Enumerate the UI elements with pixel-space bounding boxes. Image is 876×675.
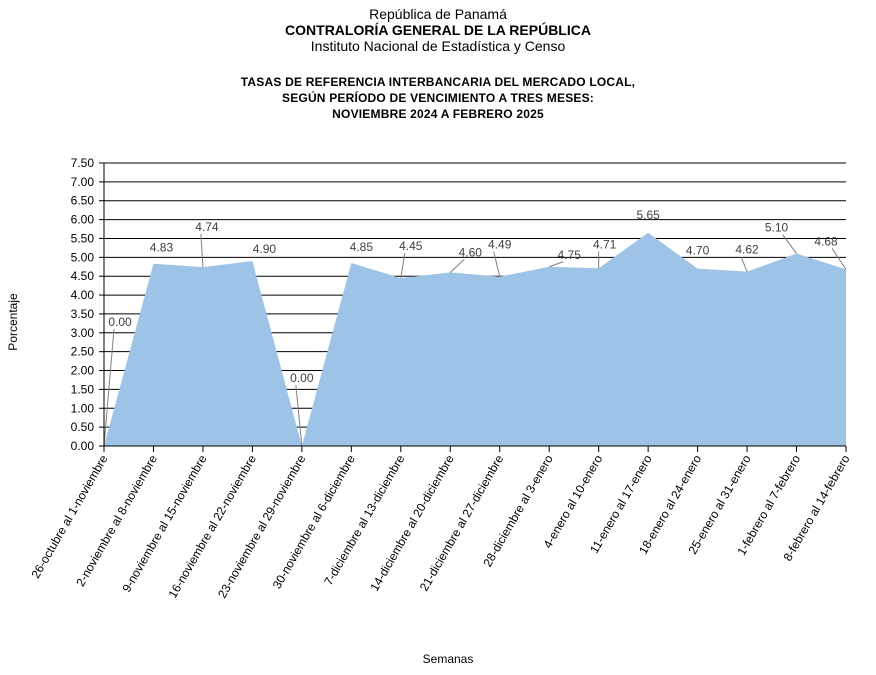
organization-heading: CONTRALORÍA GENERAL DE LA REPÚBLICA	[285, 22, 591, 38]
data-label: 4.62	[735, 243, 759, 257]
data-label: 4.68	[814, 234, 838, 248]
y-tick-label: 2.50	[71, 345, 95, 359]
data-label-leader	[295, 384, 303, 447]
x-tick-label: 30-noviembre al 6-diciembre	[270, 452, 358, 591]
data-label: 4.60	[459, 245, 483, 259]
y-tick-label: 6.00	[71, 213, 95, 227]
y-tick-labels: 0.00 0.50 1.00 1.50 2.00 2.50 3.00 3.50 4.00 4.50…	[71, 156, 95, 453]
institute-heading: Instituto Nacional de Estadística y Cens…	[310, 38, 566, 54]
x-tick-label: 14-diciembre al 20-diciembre	[367, 452, 457, 593]
data-label: 4.45	[399, 239, 423, 253]
y-tick-label: 1.00	[71, 401, 95, 415]
y-tick-label: 3.00	[71, 326, 95, 340]
data-label-leader	[549, 261, 564, 268]
data-label: 4.70	[686, 244, 710, 258]
chart-title-line-3: NOVIEMBRE 2024 A FEBRERO 2025	[332, 107, 544, 121]
data-label-leader	[740, 256, 748, 272]
x-tick-label: 21-diciembre al 27-diciembre	[417, 452, 507, 593]
y-tick-label: 0.00	[71, 439, 95, 453]
y-axis-label: Porcentaje	[6, 293, 20, 351]
data-label: 0.00	[108, 315, 132, 329]
data-label: 4.75	[558, 248, 582, 262]
data-label: 4.74	[195, 220, 219, 234]
y-tick-label: 5.00	[71, 250, 95, 264]
axes	[99, 162, 847, 452]
x-tick-label: 16-noviembre al 22-noviembre	[165, 452, 259, 600]
y-tick-label: 0.50	[71, 420, 95, 434]
data-label: 4.90	[253, 242, 277, 256]
y-tick-label: 5.50	[71, 231, 95, 245]
x-tick-label: 23-noviembre al 29-noviembre	[215, 452, 309, 600]
data-label-leader	[400, 253, 406, 279]
data-label-leader	[200, 234, 204, 268]
x-tick-label: 9-noviembre al 15-noviembre	[119, 452, 209, 594]
data-label: 5.10	[765, 221, 789, 235]
chart-title-line-1: TASAS DE REFERENCIA INTERBANCARIA DEL ME…	[240, 75, 636, 89]
leader-lines	[103, 234, 847, 447]
data-label: 4.85	[350, 240, 374, 254]
y-tick-label: 2.00	[71, 364, 95, 378]
data-label: 5.65	[636, 208, 660, 222]
y-tick-label: 1.50	[71, 382, 95, 396]
country-heading: República de Panamá	[369, 6, 507, 22]
data-label-leader	[493, 251, 501, 277]
data-label-leader	[103, 328, 115, 447]
y-tick-label: 4.00	[71, 288, 95, 302]
data-label-leader	[831, 248, 847, 270]
y-tick-label: 6.50	[71, 194, 95, 208]
data-label-leader	[782, 234, 797, 254]
data-labels: 0.00 4.83 4.74 4.90 0.00 4.85 4.45 4.60 4.49 4.75…	[108, 208, 838, 385]
y-tick-label: 7.00	[71, 175, 95, 189]
data-label: 4.71	[593, 237, 617, 251]
area-series	[104, 232, 846, 446]
chart-title-line-2: SEGÚN PERÍODO DE VENCIMIENTO A TRES MESE…	[282, 91, 594, 105]
data-label: 0.00	[290, 371, 314, 385]
y-tick-label: 4.50	[71, 269, 95, 283]
y-tick-label: 3.50	[71, 307, 95, 321]
data-label: 4.83	[150, 241, 174, 255]
data-label-leader	[449, 259, 465, 273]
x-axis-label: Semanas	[423, 652, 474, 666]
chart-title: TASAS DE REFERENCIA INTERBANCARIA DEL ME…	[0, 74, 876, 122]
y-tick-label: 7.50	[71, 156, 95, 170]
data-label: 4.49	[488, 238, 512, 252]
area-layer	[104, 232, 846, 446]
